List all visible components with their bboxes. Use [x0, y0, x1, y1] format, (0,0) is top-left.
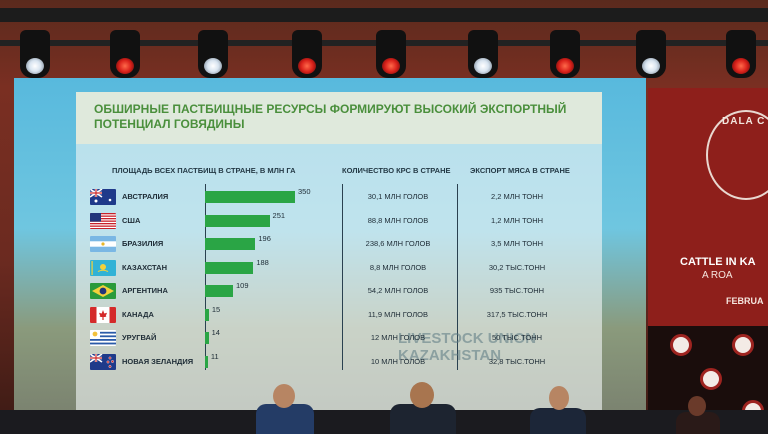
- lighting-truss: [0, 8, 768, 22]
- projection-screen: ОБШИРНЫЕ ПАСТБИЩНЫЕ РЕСУРСЫ ФОРМИРУЮТ ВЫ…: [14, 78, 646, 412]
- speaker: [390, 404, 456, 434]
- event-title: CATTLE IN KA: [680, 256, 756, 268]
- speaker-head: [688, 396, 706, 416]
- stage-light-icon: [110, 30, 140, 78]
- chart-bar: [205, 191, 295, 203]
- table-row: КАЗАХСТАН 188 8,8 МЛН ГОЛОВ 30,2 ТЫС.ТОНН: [14, 257, 646, 277]
- event-logo-icon: [670, 334, 692, 356]
- stage-light-icon: [468, 30, 498, 78]
- stage-light-icon: [198, 30, 228, 78]
- bar-value-label: 188: [256, 257, 269, 267]
- slide-title: ОБШИРНЫЕ ПАСТБИЩНЫЕ РЕСУРСЫ ФОРМИРУЮТ ВЫ…: [94, 102, 567, 131]
- event-logo-icon: [700, 368, 722, 390]
- watermark: LIVESTOCK UNION KAZAKHSTAN: [398, 330, 537, 364]
- chart-bar: [205, 332, 209, 344]
- stage-light-icon: [636, 30, 666, 78]
- speaker-head: [410, 382, 434, 408]
- argentina-flag-icon: [90, 236, 116, 252]
- column-divider: [342, 184, 343, 370]
- bar-value-label: 251: [272, 210, 286, 220]
- meat-export: 30,2 ТЫС.ТОНН: [488, 262, 546, 272]
- australia-flag-icon: [90, 189, 116, 205]
- meat-export: 3,5 МЛН ТОНН: [490, 239, 544, 248]
- column-header-area: ПЛОЩАДЬ ВСЕХ ПАСТБИЩ В СТРАНЕ, В МЛН ГА: [112, 166, 296, 175]
- usa-flag-icon: [90, 212, 116, 229]
- bar-value-label: 109: [236, 281, 249, 290]
- chart-bar: [205, 261, 254, 274]
- cattle-count: 30,1 МЛН ГОЛОВ: [367, 192, 429, 201]
- panel-table: [0, 410, 768, 434]
- bar-value-label: 15: [211, 304, 221, 314]
- stage-light-icon: [376, 30, 406, 78]
- stage-light-icon: [292, 30, 322, 78]
- cattle-count: 10 МЛН ГОЛОВ: [370, 356, 426, 366]
- column-header-cattle: КОЛИЧЕСТВО КРС В СТРАНЕ: [342, 166, 451, 175]
- speaker-head: [273, 384, 295, 408]
- event-subtitle: A ROA: [702, 270, 733, 281]
- slide-body: [76, 144, 602, 410]
- table-row: АРГЕНТИНА 109 54,2 МЛН ГОЛОВ 935 ТЫС.ТОНН: [14, 280, 646, 300]
- cattle-count: 88,8 МЛН ГОЛОВ: [367, 215, 429, 225]
- meat-export: 50 ТЫС.ТОНН: [491, 333, 543, 342]
- meat-export: 1,2 МЛН ТОНН: [490, 215, 544, 225]
- table-row: НОВАЯ ЗЕЛАНДИЯ 11 10 МЛН ГОЛОВ 32,8 ТЫС.ТОН…: [14, 351, 646, 371]
- chart-axis-line: [205, 184, 206, 370]
- cattle-count: 12 МЛН ГОЛОВ: [370, 333, 426, 342]
- speaker-head: [549, 386, 569, 410]
- column-divider: [457, 184, 458, 370]
- event-logo-text: DALA C: [722, 116, 766, 127]
- slide-title-box: ОБШИРНЫЕ ПАСТБИЩНЫЕ РЕСУРСЫ ФОРМИРУЮТ ВЫ…: [76, 92, 602, 144]
- chart-bar: [205, 355, 208, 368]
- table-row: КАНАДА 15 11,9 МЛН ГОЛОВ 317,5 ТЫС.ТОНН: [14, 304, 646, 324]
- country-label: КАЗАХСТАН: [122, 262, 167, 272]
- bar-value-label: 196: [258, 234, 271, 243]
- chart-bar: [205, 285, 234, 297]
- speaker: [676, 412, 720, 434]
- uruguay-flag-icon: [90, 330, 116, 346]
- brazil-flag-icon: [90, 283, 116, 299]
- country-label: БРАЗИЛИЯ: [122, 239, 164, 248]
- chart-bar: [205, 238, 256, 250]
- speaker: [256, 404, 314, 434]
- kazakhstan-flag-icon: [90, 259, 116, 276]
- country-label: КАНАДА: [122, 309, 154, 319]
- cattle-count: 8,8 МЛН ГОЛОВ: [369, 262, 427, 272]
- chart-bar: [205, 214, 270, 227]
- cattle-count: 238,6 МЛН ГОЛОВ: [365, 239, 431, 248]
- meat-export: 935 ТЫС.ТОНН: [489, 286, 545, 295]
- event-logo-icon: [732, 334, 754, 356]
- country-label: НОВАЯ ЗЕЛАНДИЯ: [122, 356, 194, 366]
- column-header-meat: ЭКСПОРТ МЯСА В СТРАНЕ: [470, 166, 570, 175]
- table-row: БРАЗИЛИЯ 196 238,6 МЛН ГОЛОВ 3,5 МЛН ТОНН: [14, 233, 646, 253]
- canada-flag-icon: [90, 306, 116, 323]
- event-date: FEBRUA: [726, 296, 764, 306]
- bar-value-label: 11: [210, 351, 219, 361]
- country-label: АРГЕНТИНА: [122, 286, 168, 295]
- table-row: США 251 88,8 МЛН ГОЛОВ 1,2 МЛН ТОНН: [14, 210, 646, 230]
- event-logo-ring: [706, 110, 768, 200]
- country-label: УРУГВАЙ: [122, 333, 157, 342]
- stage-light-icon: [726, 30, 756, 78]
- stage-light-icon: [550, 30, 580, 78]
- meat-export: 317,5 ТЫС.ТОНН: [486, 309, 548, 319]
- meat-export: 2,2 МЛН ТОНН: [490, 192, 544, 201]
- table-row: УРУГВАЙ 14 12 МЛН ГОЛОВ 50 ТЫС.ТОНН: [14, 327, 646, 347]
- chart-bar: [205, 308, 209, 321]
- cattle-count: 54,2 МЛН ГОЛОВ: [367, 286, 429, 295]
- meat-export: 32,8 ТЫС.ТОНН: [488, 356, 546, 366]
- country-label: США: [122, 215, 141, 225]
- table-row: АВСТРАЛИЯ 350 30,1 МЛН ГОЛОВ 2,2 МЛН ТОНН: [14, 186, 646, 206]
- cattle-count: 11,9 МЛН ГОЛОВ: [368, 309, 428, 319]
- country-label: АВСТРАЛИЯ: [122, 192, 169, 201]
- bar-value-label: 14: [211, 328, 220, 337]
- bar-value-label: 350: [298, 187, 311, 196]
- new-zealand-flag-icon: [90, 353, 116, 370]
- stage-light-icon: [20, 30, 50, 78]
- speaker: [530, 408, 586, 434]
